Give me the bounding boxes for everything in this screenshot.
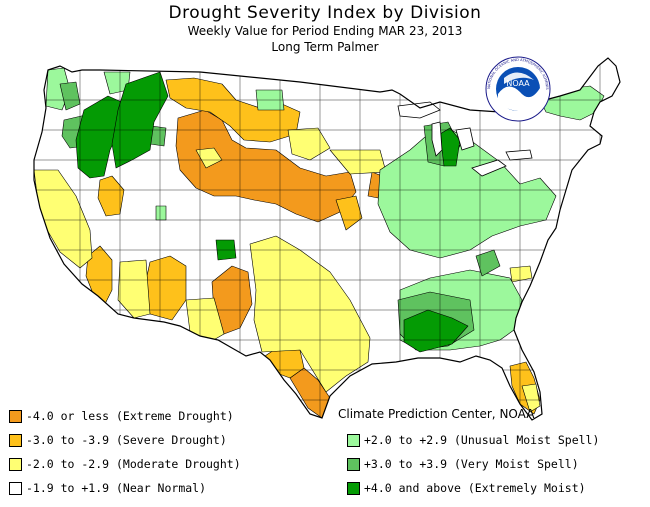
legend-item: +2.0 to +2.9 (Unusual Moist Spell) <box>347 432 599 448</box>
legend-swatch <box>347 481 360 495</box>
map-title: Drought Severity Index by Division <box>168 3 482 23</box>
legend-item: -4.0 or less (Extreme Drought) <box>9 408 234 424</box>
legend-label: -2.0 to -2.9 (Moderate Drought) <box>26 457 241 471</box>
legend-label: -4.0 or less (Extreme Drought) <box>26 409 234 423</box>
legend-item: +4.0 and above (Extremely Moist) <box>347 480 586 496</box>
legend-label: +4.0 and above (Extremely Moist) <box>364 481 586 495</box>
legend-item: -3.0 to -3.9 (Severe Drought) <box>9 432 227 448</box>
region-unusual-moist <box>155 205 167 221</box>
region-moderate-drought <box>509 265 533 283</box>
great-lakes <box>397 101 533 177</box>
legend-label: +2.0 to +2.9 (Unusual Moist Spell) <box>364 433 600 447</box>
legend-swatch <box>9 457 22 471</box>
region-extremely-moist <box>403 309 469 353</box>
legend-label: -3.0 to -3.9 (Severe Drought) <box>26 433 227 447</box>
legend-label: +3.0 to +3.9 (Very Moist Spell) <box>364 457 579 471</box>
legend-swatch <box>9 433 22 447</box>
legend-item: +3.0 to +3.9 (Very Moist Spell) <box>347 456 579 472</box>
region-moderate-drought <box>185 297 225 343</box>
legend-item: -1.9 to +1.9 (Near Normal) <box>9 480 206 496</box>
legend-swatch <box>347 433 360 447</box>
legend-swatch <box>9 409 22 423</box>
legend-swatch <box>347 457 360 471</box>
region-extremely-moist <box>439 127 461 167</box>
index-name: Long Term Palmer <box>271 40 379 54</box>
legend-label: -1.9 to +1.9 (Near Normal) <box>26 481 207 495</box>
legend-item: -2.0 to -2.9 (Moderate Drought) <box>9 456 241 472</box>
logo-text: NOAA <box>506 79 530 88</box>
map-subtitle: Weekly Value for Period Ending MAR 23, 2… <box>187 24 463 38</box>
region-extremely-moist <box>111 71 169 169</box>
region-severe-drought <box>85 245 113 307</box>
region-moderate-drought <box>117 259 151 319</box>
region-moderate-drought <box>521 383 541 413</box>
legend-swatch <box>9 481 22 495</box>
credit-text: Climate Prediction Center, NOAA <box>338 407 535 421</box>
